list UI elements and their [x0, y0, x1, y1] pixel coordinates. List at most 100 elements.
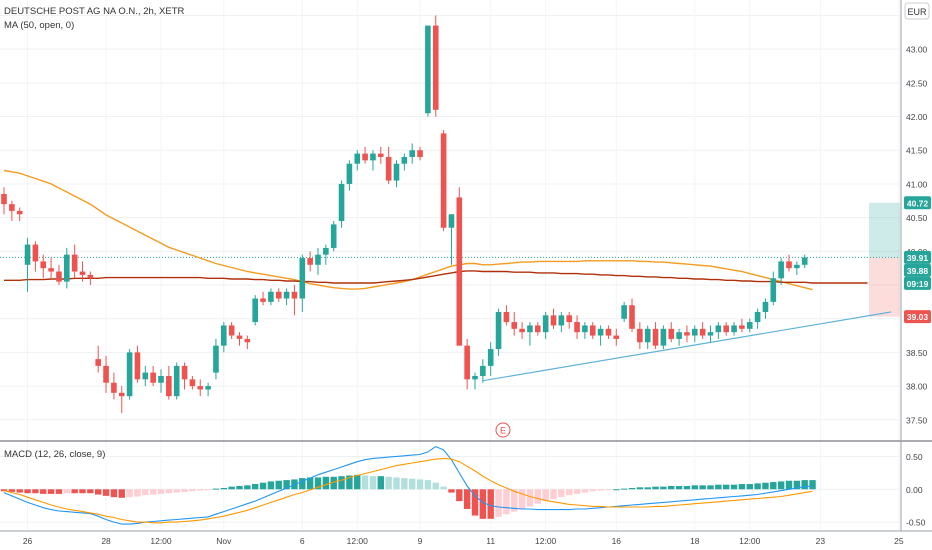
- currency-button[interactable]: EUR: [904, 2, 930, 20]
- macd-histogram-bar: [777, 481, 785, 490]
- candle: [464, 338, 470, 390]
- earnings-marker-label[interactable]: E: [500, 426, 506, 436]
- macd-histogram-bar: [252, 484, 259, 490]
- macd-histogram-bar: [102, 489, 110, 496]
- candle: [64, 247, 70, 289]
- macd-histogram-bar: [730, 484, 738, 490]
- candle-body: [684, 332, 690, 336]
- macd-histogram-bar: [322, 476, 330, 490]
- candle: [111, 372, 117, 400]
- candle-body: [118, 392, 125, 397]
- candle: [535, 322, 541, 336]
- candle: [582, 322, 588, 339]
- x-tick-label: Nov: [216, 536, 232, 546]
- price-badge-timer: 09:19: [904, 276, 931, 290]
- candle-body: [440, 133, 447, 228]
- candle-body: [597, 328, 604, 336]
- candle: [480, 359, 486, 383]
- candle-body: [448, 214, 455, 228]
- candle-body: [260, 298, 266, 302]
- candle: [746, 318, 753, 333]
- earnings-marker-circle[interactable]: [495, 422, 511, 438]
- macd-histogram-bar: [63, 489, 70, 494]
- candle-body: [9, 204, 15, 211]
- x-tick-label: 25: [894, 536, 904, 546]
- candle-body: [519, 328, 525, 333]
- candle: [150, 365, 156, 387]
- candle-body: [527, 325, 533, 333]
- candle-body: [79, 271, 86, 275]
- macd-histogram-bar: [440, 486, 447, 490]
- price-badge-stop: 39.03: [904, 310, 931, 324]
- candle-body: [228, 325, 235, 336]
- macd-histogram-bar: [511, 489, 518, 512]
- candle: [354, 150, 361, 171]
- macd-histogram-bar: [463, 489, 471, 509]
- y-tick-label: 37.50: [906, 415, 928, 425]
- candle: [637, 322, 643, 350]
- candle-body: [692, 328, 698, 336]
- x-tick-label: 12:00: [535, 536, 557, 546]
- candle-body: [762, 301, 769, 312]
- macd-histogram-bar: [432, 482, 439, 490]
- price-badge-bg: [904, 310, 931, 324]
- candle-body: [173, 365, 180, 397]
- candle: [621, 301, 627, 323]
- x-tick-label: 16: [612, 536, 622, 546]
- candle: [79, 261, 86, 282]
- candle: [754, 308, 761, 329]
- candle: [542, 311, 549, 339]
- chart-title: DEUTSCHE POST AG NA O.N., 2h, XETR: [4, 6, 185, 17]
- macd-histogram-bar: [762, 482, 769, 490]
- candle-body: [205, 386, 211, 390]
- candle: [142, 365, 149, 387]
- candle: [16, 207, 23, 221]
- macd-histogram-bar: [597, 489, 604, 491]
- macd-histogram-bar: [118, 489, 125, 498]
- candle: [40, 254, 47, 279]
- currency-button-frame[interactable]: [904, 2, 930, 20]
- candle-body: [401, 156, 408, 164]
- macd-histogram-bar: [369, 476, 377, 490]
- currency-label[interactable]: EUR: [907, 7, 927, 17]
- macd-histogram-bar: [267, 481, 275, 490]
- candle-body: [40, 261, 47, 269]
- candle-body: [739, 325, 745, 329]
- macd-histogram-bar: [393, 477, 400, 490]
- y-tick-label: 40.50: [906, 213, 928, 223]
- candle-body: [644, 328, 651, 343]
- price-badge-bg: [904, 196, 931, 210]
- candle-body: [315, 254, 321, 265]
- macd-histogram-bar: [32, 489, 39, 494]
- candle-body: [794, 264, 800, 269]
- macd-y-tick-label: -0.50: [906, 518, 926, 528]
- candle: [613, 328, 620, 346]
- macd-panel[interactable]: [0, 445, 816, 525]
- candle: [283, 288, 290, 306]
- candle-body: [299, 258, 306, 299]
- trendline: [482, 311, 892, 382]
- macd-histogram-bar: [228, 486, 235, 490]
- candle: [715, 322, 722, 339]
- macd-histogram-bar: [401, 478, 408, 490]
- price-panel[interactable]: [0, 15, 900, 414]
- signal-line: [3, 457, 813, 524]
- candle-body: [32, 244, 39, 262]
- candle: [378, 146, 384, 164]
- candle-body: [707, 332, 714, 336]
- candle-body: [213, 345, 219, 373]
- candle-body: [566, 315, 572, 323]
- candle: [527, 322, 533, 346]
- candle-body: [71, 254, 78, 272]
- candle-body: [378, 153, 384, 157]
- macd-histogram-bar: [142, 489, 149, 496]
- x-tick-label: 26: [23, 536, 33, 546]
- candle-body: [338, 183, 345, 221]
- candle: [456, 187, 463, 346]
- candle: [432, 15, 439, 117]
- x-tick-label: 28: [101, 536, 111, 546]
- earnings-marker[interactable]: E: [495, 422, 511, 438]
- macd-histogram-bar: [409, 478, 416, 490]
